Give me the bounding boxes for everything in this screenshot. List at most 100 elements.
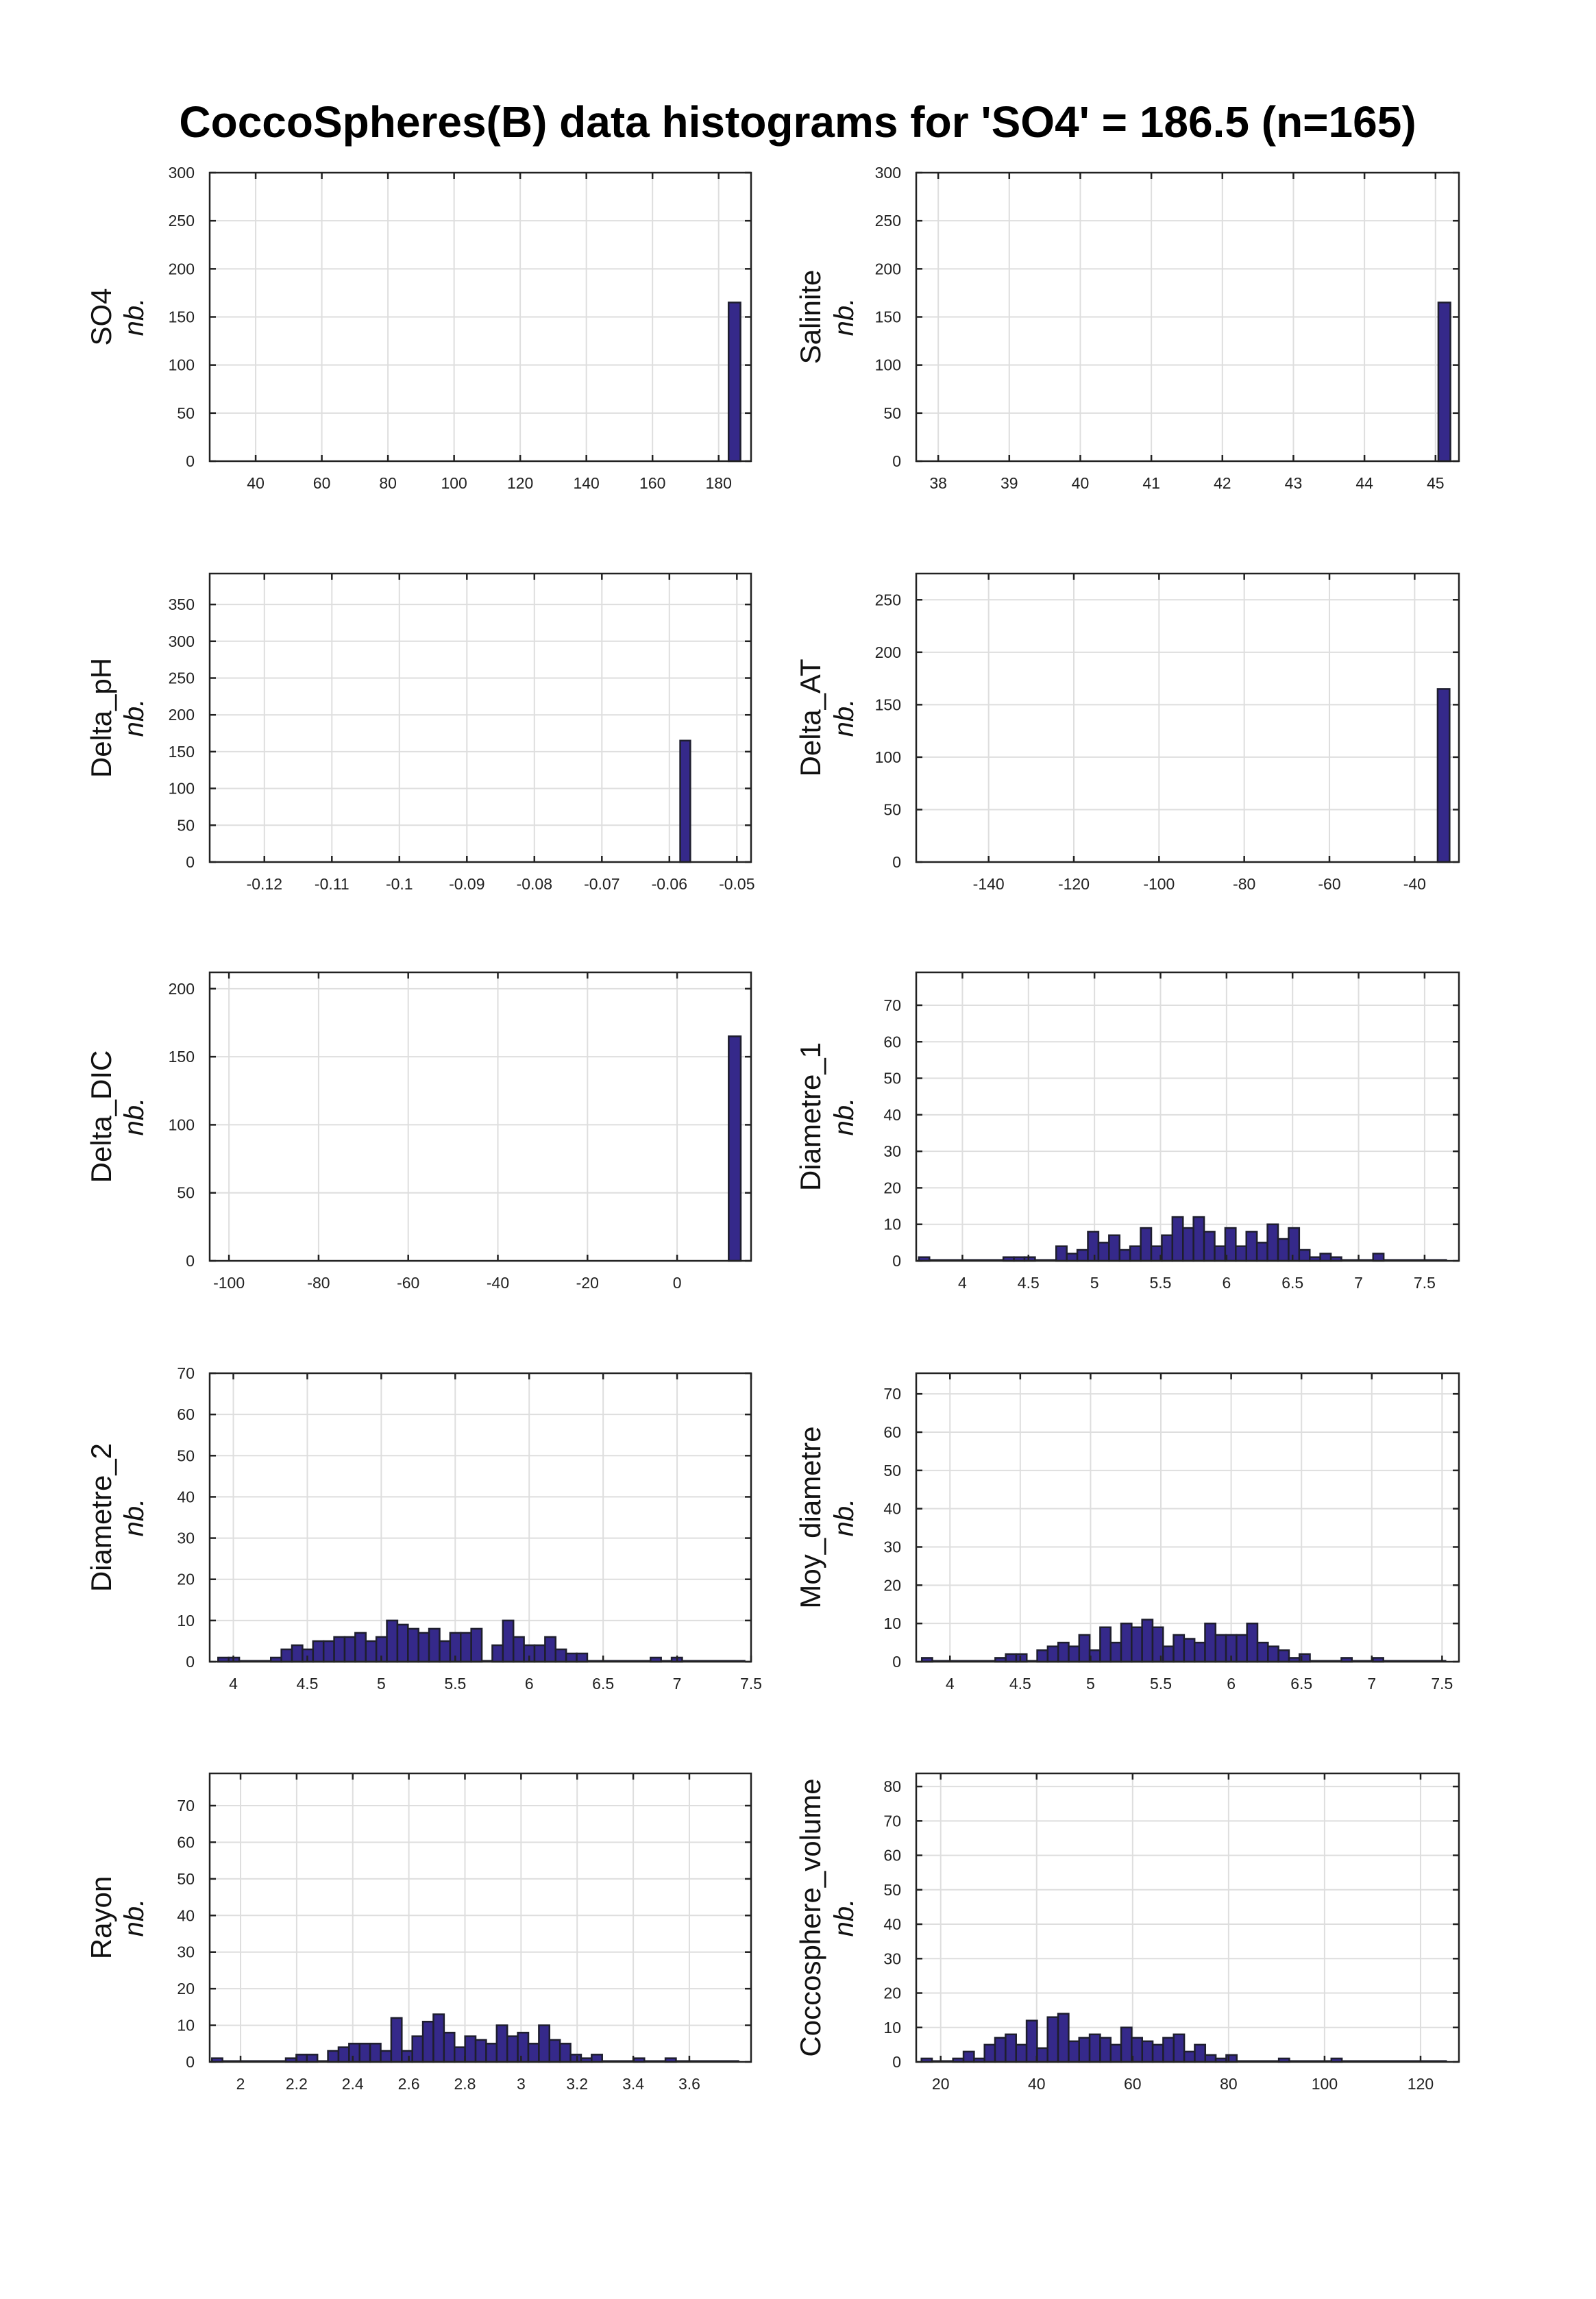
y-axis-variable-label: Delta_pH: [85, 658, 117, 778]
y-tick-label: 100: [875, 748, 901, 766]
histogram-bar: [1214, 1245, 1227, 1262]
y-axis-variable-label: Salinite: [794, 270, 826, 365]
x-tick-label: 140: [573, 474, 599, 492]
x-tick-label: 80: [1220, 2075, 1238, 2093]
histogram-bar: [1204, 2054, 1217, 2063]
x-tick-label: 3.4: [622, 2075, 644, 2093]
histogram-bar: [679, 739, 691, 863]
histogram-bar: [1120, 1622, 1133, 1663]
histogram-bar: [1036, 2047, 1048, 2063]
x-tick-label: 2.4: [342, 2075, 364, 2093]
histogram-bar: [1099, 2037, 1112, 2063]
x-tick-label: -0.08: [517, 875, 552, 893]
y-tick-label: 70: [883, 996, 901, 1014]
y-tick-label: 80: [883, 1778, 901, 1795]
y-tick-label: 100: [169, 1116, 195, 1133]
y-tick-label: 10: [883, 1216, 901, 1233]
histogram-bar: [1183, 2050, 1196, 2063]
x-tick-label: -0.07: [584, 875, 619, 893]
y-tick-label: 10: [883, 2019, 901, 2037]
y-tick-label: 50: [883, 1070, 901, 1087]
histogram-bar: [1245, 1231, 1258, 1262]
y-tick-label: 50: [883, 404, 901, 422]
x-tick-label: 7: [1367, 1675, 1376, 1693]
axes-box: [208, 971, 752, 1262]
x-tick-label: 60: [313, 474, 331, 492]
y-axis-variable-label: Diametre_1: [794, 1042, 826, 1191]
histogram-bar: [1109, 2043, 1122, 2063]
x-tick-label: 39: [1000, 474, 1018, 492]
histogram-bar: [576, 1652, 589, 1663]
x-tick-label: 2: [236, 2075, 245, 2093]
histogram-bar: [1236, 1634, 1248, 1663]
x-tick-label: 3.2: [566, 2075, 588, 2093]
histogram-salinite: 38 39 40 41 42 43 44 45 0 50 100 150 200 250 300 Salini…: [794, 164, 1460, 492]
histogram-bar: [1141, 1619, 1154, 1663]
x-tick-label: -100: [1143, 875, 1175, 893]
x-tick-label: -80: [307, 1274, 330, 1292]
y-axis-variable-label: Delta_DIC: [85, 1050, 117, 1183]
histogram-delta-dic: -100 -80 -60 -40 -20 0 0 50 100 150 200 Delta_DIC nb…: [85, 971, 752, 1292]
x-tick-label: 7: [673, 1675, 682, 1693]
histogram-bar: [428, 1627, 441, 1663]
histogram-bar: [506, 2035, 519, 2063]
y-tick-label: 40: [883, 1915, 901, 1933]
x-tick-label: -40: [1403, 875, 1426, 893]
histogram-diametre-2: 4 4.5 5 5.5 6 6.5 7 7.5 0 10 20 30 40 50 60 70 Diametre_…: [85, 1364, 762, 1693]
y-tick-label: 70: [177, 1364, 195, 1382]
x-tick-label: 2.6: [398, 2075, 420, 2093]
x-tick-label: 43: [1285, 474, 1303, 492]
histogram-bar: [1192, 1216, 1205, 1262]
y-tick-label: 300: [169, 164, 195, 182]
x-tick-label: -0.12: [247, 875, 282, 893]
y-tick-label: 0: [186, 1653, 195, 1671]
histogram-bar: [962, 2050, 975, 2063]
histogram-bar: [1076, 1249, 1089, 1262]
y-axis-variable-label: Rayon: [85, 1876, 117, 1959]
histogram-bar: [421, 2020, 434, 2063]
x-tick-label: 3.6: [678, 2075, 700, 2093]
x-tick-label: 7: [1354, 1274, 1363, 1292]
y-axis-unit-label: nb.: [829, 1499, 859, 1537]
histogram-bar: [1120, 2026, 1133, 2063]
y-tick-label: 0: [186, 2053, 195, 2071]
y-tick-label: 150: [169, 1048, 195, 1066]
histogram-bar: [1078, 2037, 1091, 2063]
histogram-bar: [1097, 1242, 1110, 1262]
figure-title: CoccoSpheres(B) data histograms for 'SO4…: [179, 97, 1416, 147]
histogram-bar: [1194, 2043, 1207, 2063]
histogram-bar: [1025, 2019, 1038, 2063]
histogram-bar: [1436, 688, 1451, 863]
y-tick-label: 0: [892, 853, 901, 871]
x-tick-label: -0.09: [449, 875, 484, 893]
histogram-bar: [1204, 1622, 1217, 1663]
histogram-bar: [983, 2043, 996, 2063]
histogram-bar: [1277, 1649, 1290, 1663]
histogram-bar: [411, 2035, 424, 2063]
histogram-bar: [1108, 1234, 1121, 1262]
y-axis-unit-label: nb.: [829, 699, 859, 737]
histogram-delta-ph: -0.12 -0.11 -0.1 -0.09 -0.08 -0.07 -0.06 -0.05 0…: [85, 572, 755, 893]
histogram-bar: [327, 2050, 340, 2063]
histogram-bar: [1162, 1645, 1175, 1663]
x-tick-label: -140: [973, 875, 1005, 893]
y-axis-unit-label: nb.: [119, 298, 149, 336]
x-tick-label: -80: [1233, 875, 1255, 893]
histogram-bar: [1183, 1638, 1196, 1663]
x-tick-label: 6.5: [1281, 1274, 1303, 1292]
x-tick-label: 5.5: [444, 1675, 466, 1693]
y-tick-label: 20: [883, 1576, 901, 1594]
histogram-bar: [1141, 2040, 1154, 2063]
histogram-bar: [1203, 1231, 1216, 1262]
histogram-bar: [464, 2035, 477, 2063]
histogram-bar: [1266, 1223, 1279, 1262]
x-tick-label: 5.5: [1150, 1274, 1172, 1292]
y-tick-label: 250: [875, 591, 901, 608]
y-tick-label: 50: [177, 816, 195, 834]
y-axis-variable-label: Diametre_2: [85, 1443, 117, 1592]
x-tick-label: 180: [706, 474, 732, 492]
x-tick-label: 40: [247, 474, 265, 492]
y-tick-label: 0: [892, 452, 901, 470]
y-tick-label: 100: [169, 356, 195, 374]
y-tick-label: 150: [875, 308, 901, 326]
